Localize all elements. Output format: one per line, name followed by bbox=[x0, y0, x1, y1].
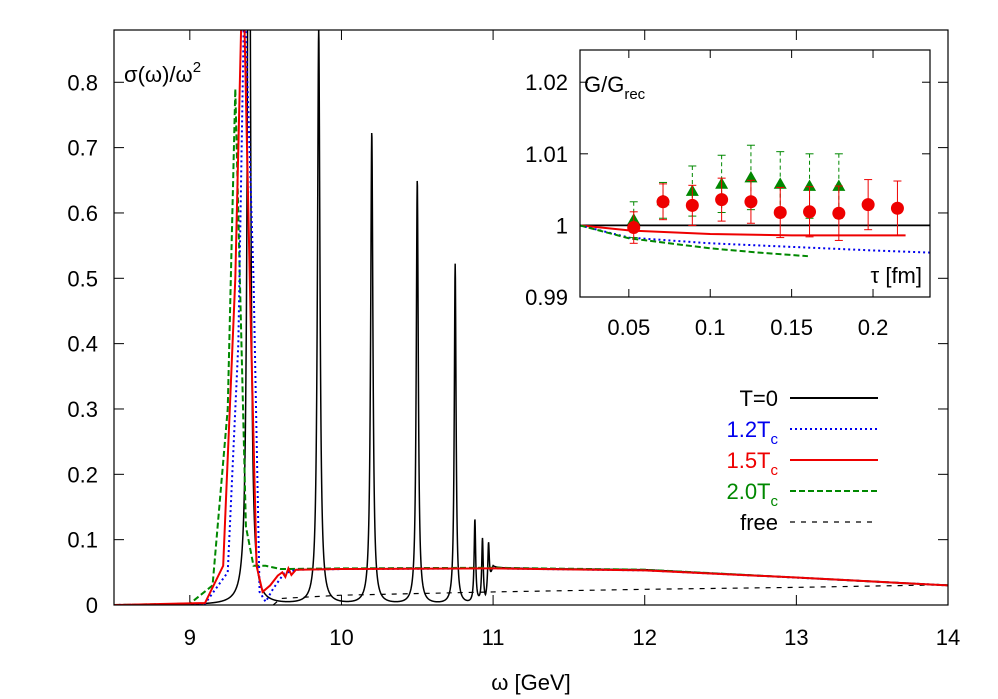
legend-1-2tc-label: 1.2Tc bbox=[726, 417, 778, 448]
y-tick-label: 0.4 bbox=[67, 332, 98, 357]
inset-model-line-1 bbox=[580, 224, 906, 237]
y-axis-label-sup: 2 bbox=[193, 59, 201, 76]
inset-y-tick-label: 0.99 bbox=[525, 285, 568, 310]
inset-circle-point bbox=[803, 205, 817, 219]
inset-circle-point bbox=[627, 221, 641, 235]
y-tick-label: 0.8 bbox=[67, 70, 98, 95]
inset-y-tick-label: 1.02 bbox=[525, 70, 568, 95]
legend-1-2tc-label-sub: c bbox=[771, 431, 779, 448]
x-axis-label: ω [GeV] bbox=[491, 670, 571, 695]
inset-x-tick-label: 0.1 bbox=[695, 315, 726, 340]
inset-circle-point bbox=[656, 195, 670, 209]
y-axis-label: σ(ω)/ω2 bbox=[124, 59, 201, 87]
y-tick-label: 0.2 bbox=[67, 462, 98, 487]
legend-2-0tc-label-sub: c bbox=[771, 493, 779, 510]
inset-triangle-point bbox=[773, 177, 787, 189]
legend-t-0-label: T=0 bbox=[739, 386, 778, 411]
inset-y-tick-label: 1.01 bbox=[525, 142, 568, 167]
x-tick-label: 11 bbox=[482, 625, 505, 650]
x-tick-label: 10 bbox=[329, 625, 353, 650]
inset-y-tick-label: 1 bbox=[556, 213, 568, 238]
y-tick-label: 0.7 bbox=[67, 136, 98, 161]
x-tick-label: 9 bbox=[184, 625, 196, 650]
inset-x-tick-label: 0.15 bbox=[770, 315, 813, 340]
x-tick-label: 12 bbox=[632, 625, 656, 650]
inset-x-tick-label: 0.05 bbox=[607, 315, 650, 340]
inset-border bbox=[579, 49, 931, 298]
inset-circle-point bbox=[773, 206, 787, 220]
x-tick-label: 13 bbox=[784, 625, 808, 650]
legend-2-0tc-label: 2.0Tc bbox=[726, 479, 778, 510]
inset-triangle-point bbox=[744, 170, 758, 183]
inset-circle-point bbox=[685, 198, 699, 212]
inset-triangle-point bbox=[803, 179, 817, 191]
y-tick-label: 0.1 bbox=[67, 528, 98, 553]
inset-x-tick-label: 0.2 bbox=[858, 315, 889, 340]
y-tick-label: 0 bbox=[86, 593, 98, 618]
inset-circle-point bbox=[890, 201, 904, 215]
inset-triangle-point bbox=[832, 179, 846, 191]
main-frame bbox=[113, 29, 949, 606]
inset-circle-point bbox=[744, 195, 758, 209]
legend-1-5tc-label-sub: c bbox=[771, 462, 779, 479]
legend-free-label: free bbox=[740, 510, 778, 535]
main-series-group bbox=[114, 30, 948, 605]
inset-x-axis-label: τ [fm] bbox=[871, 263, 922, 288]
series-free-line bbox=[272, 584, 948, 605]
inset-circle-point bbox=[715, 193, 729, 207]
inset-series-group bbox=[580, 144, 930, 258]
y-tick-label: 0.3 bbox=[67, 397, 98, 422]
series-1-5tc-line bbox=[114, 30, 948, 605]
inset-y-axis-label-sub: rec bbox=[624, 86, 645, 103]
series-2-0tc-line bbox=[114, 88, 948, 605]
y-tick-label: 0.6 bbox=[67, 201, 98, 226]
legend-1-5tc-label: 1.5Tc bbox=[726, 448, 778, 479]
x-tick-label: 14 bbox=[936, 625, 960, 650]
main-plot-border bbox=[113, 29, 949, 606]
inset-background bbox=[580, 50, 930, 297]
y-tick-label: 0.5 bbox=[67, 266, 98, 291]
inset-circle-point bbox=[832, 206, 846, 220]
inset-circle-point bbox=[861, 198, 875, 212]
